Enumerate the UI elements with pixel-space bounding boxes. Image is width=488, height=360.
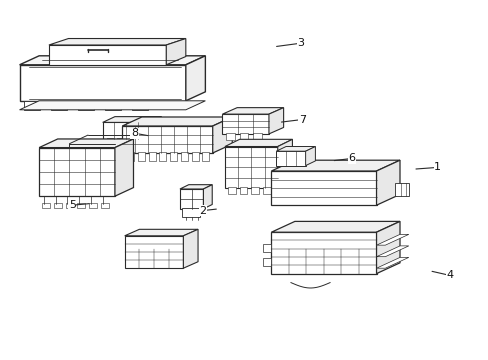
Bar — [394, 183, 408, 196]
Bar — [51, 101, 67, 110]
Bar — [127, 152, 134, 161]
Polygon shape — [102, 122, 149, 139]
Polygon shape — [122, 117, 232, 126]
Polygon shape — [20, 101, 205, 110]
Bar — [181, 152, 187, 161]
Polygon shape — [115, 139, 133, 196]
Text: 2: 2 — [199, 206, 206, 216]
Polygon shape — [180, 189, 203, 209]
Bar — [117, 138, 123, 145]
Polygon shape — [305, 147, 315, 166]
Polygon shape — [49, 45, 166, 65]
Polygon shape — [222, 114, 268, 134]
Bar — [182, 208, 200, 217]
Polygon shape — [183, 229, 198, 268]
Polygon shape — [376, 234, 408, 245]
Text: 7: 7 — [298, 114, 305, 125]
Polygon shape — [277, 139, 292, 188]
Bar — [263, 187, 270, 194]
Polygon shape — [149, 117, 161, 139]
Polygon shape — [376, 246, 408, 257]
Polygon shape — [185, 56, 205, 101]
Polygon shape — [49, 39, 185, 45]
Bar — [65, 203, 73, 208]
Polygon shape — [268, 108, 283, 134]
Polygon shape — [122, 126, 212, 153]
Polygon shape — [271, 232, 376, 274]
Bar — [226, 133, 235, 140]
Bar — [78, 101, 94, 110]
Bar — [262, 244, 271, 252]
Bar — [42, 203, 50, 208]
Bar — [105, 101, 121, 110]
Polygon shape — [224, 147, 277, 188]
Polygon shape — [39, 148, 115, 196]
Polygon shape — [271, 221, 399, 232]
Bar — [227, 187, 235, 194]
Bar — [148, 152, 155, 161]
Polygon shape — [166, 39, 185, 65]
Polygon shape — [376, 257, 408, 268]
Polygon shape — [224, 139, 292, 147]
Polygon shape — [276, 151, 305, 166]
Bar — [252, 133, 261, 140]
Polygon shape — [203, 185, 212, 209]
Bar — [24, 101, 40, 110]
Bar — [170, 152, 177, 161]
Bar — [77, 203, 85, 208]
Bar — [127, 138, 134, 145]
Text: 3: 3 — [297, 38, 304, 48]
Bar — [138, 152, 144, 161]
Bar — [239, 187, 247, 194]
Bar — [54, 203, 61, 208]
Bar — [159, 152, 166, 161]
Bar — [137, 138, 144, 145]
Polygon shape — [102, 117, 161, 122]
Polygon shape — [271, 160, 399, 171]
Bar — [239, 133, 248, 140]
Bar — [262, 258, 271, 266]
Polygon shape — [212, 117, 232, 153]
Polygon shape — [271, 171, 376, 205]
Text: 6: 6 — [348, 153, 355, 163]
Polygon shape — [222, 108, 283, 114]
Polygon shape — [124, 229, 198, 236]
Polygon shape — [20, 65, 185, 101]
Text: 8: 8 — [131, 128, 138, 138]
Bar — [132, 101, 147, 110]
Bar — [202, 152, 209, 161]
Bar — [89, 203, 97, 208]
Bar — [251, 187, 259, 194]
Text: 5: 5 — [69, 200, 76, 210]
Polygon shape — [124, 236, 183, 268]
Polygon shape — [376, 160, 399, 205]
Bar — [106, 138, 113, 145]
Text: 1: 1 — [433, 162, 440, 172]
Bar — [191, 152, 198, 161]
Polygon shape — [39, 139, 133, 148]
Bar — [101, 203, 108, 208]
Polygon shape — [180, 185, 212, 189]
Polygon shape — [376, 221, 399, 274]
Text: 4: 4 — [446, 270, 452, 280]
Polygon shape — [276, 147, 315, 151]
Polygon shape — [20, 56, 205, 65]
